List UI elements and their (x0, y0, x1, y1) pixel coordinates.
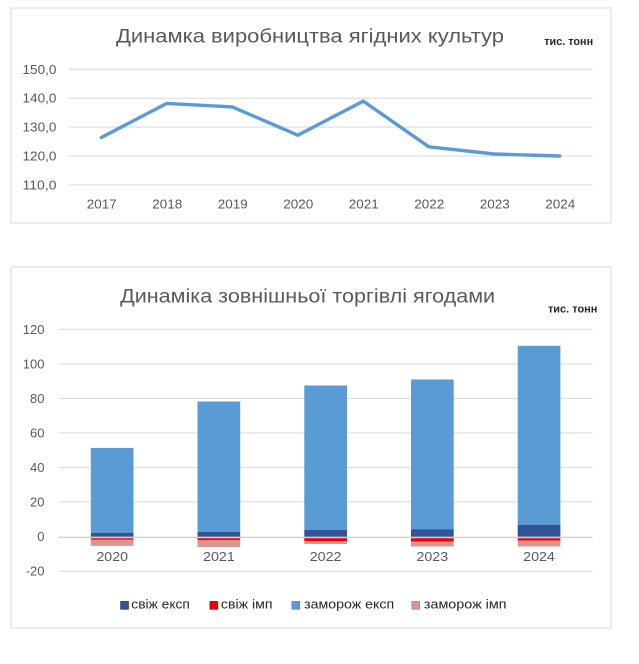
svg-text:заморож імп: заморож імп (424, 597, 507, 612)
svg-text:120: 120 (23, 322, 45, 337)
svg-text:тис. тонн: тис. тонн (548, 303, 598, 315)
svg-text:Динаміка зовнішньої торгівлі я: Динаміка зовнішньої торгівлі ягодами (120, 286, 495, 307)
svg-text:2017: 2017 (87, 197, 117, 212)
svg-text:2021: 2021 (349, 197, 379, 212)
svg-text:140,0: 140,0 (23, 91, 57, 106)
svg-text:2022: 2022 (414, 197, 444, 212)
svg-text:130,0: 130,0 (23, 120, 57, 135)
svg-text:2020: 2020 (283, 197, 313, 212)
svg-text:110,0: 110,0 (23, 177, 57, 192)
svg-text:80: 80 (30, 391, 44, 406)
svg-text:60: 60 (30, 425, 44, 440)
svg-text:2024: 2024 (545, 197, 575, 212)
svg-text:100: 100 (23, 356, 45, 371)
svg-text:Динамка виробництва ягідних ку: Динамка виробництва ягідних культур (116, 27, 504, 48)
svg-text:120,0: 120,0 (23, 149, 57, 164)
svg-text:150,0: 150,0 (23, 62, 57, 77)
svg-text:заморож експ: заморож експ (304, 597, 394, 612)
svg-text:2020: 2020 (96, 549, 128, 564)
svg-text:свіж імп: свіж імп (221, 597, 273, 612)
svg-text:40: 40 (30, 460, 44, 475)
svg-text:20: 20 (30, 494, 44, 509)
svg-text:2021: 2021 (203, 549, 235, 564)
svg-text:2024: 2024 (523, 549, 555, 564)
svg-text:2023: 2023 (416, 549, 448, 564)
svg-text:-20: -20 (26, 564, 45, 579)
svg-text:тис. тонн: тис. тонн (544, 36, 593, 48)
svg-text:2022: 2022 (310, 549, 342, 564)
svg-text:2023: 2023 (480, 197, 510, 212)
svg-text:0: 0 (37, 529, 44, 544)
svg-text:2019: 2019 (218, 197, 248, 212)
svg-text:свіж експ: свіж експ (131, 597, 190, 612)
svg-text:2018: 2018 (152, 197, 182, 212)
